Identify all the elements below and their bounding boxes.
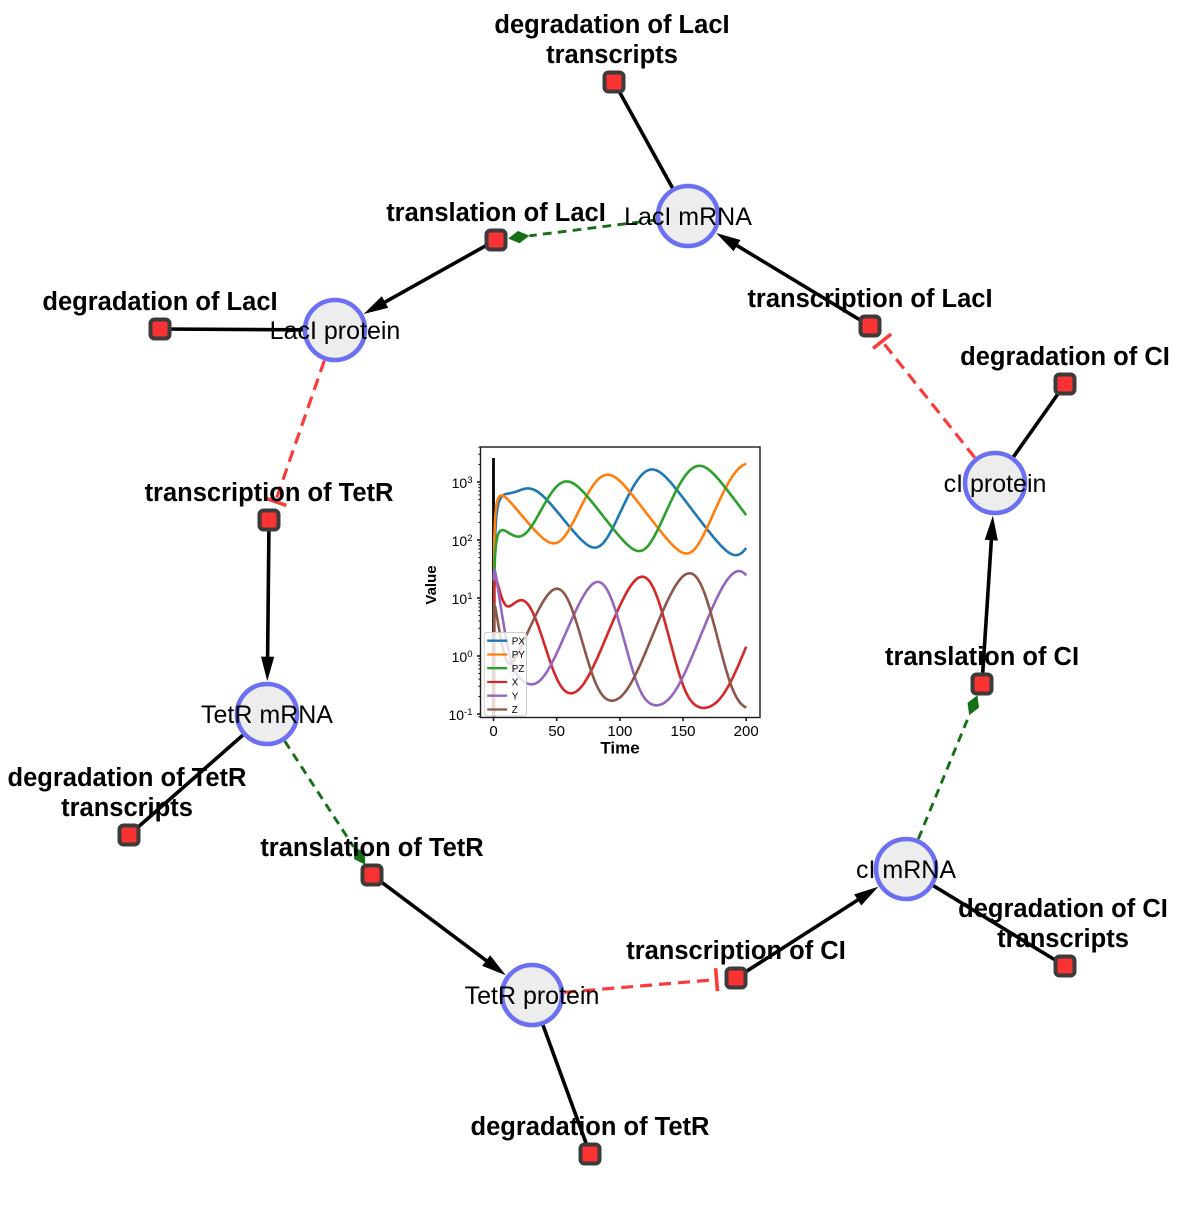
svg-text:X: X	[512, 678, 519, 689]
svg-text:TetR protein: TetR protein	[465, 982, 600, 1010]
svg-text:LacI mRNA: LacI mRNA	[624, 203, 752, 231]
svg-text:transcription of TetR: transcription of TetR	[145, 479, 394, 507]
svg-text:Y: Y	[512, 691, 519, 702]
svg-text:Value: Value	[423, 565, 440, 604]
svg-text:transcription of CI: transcription of CI	[626, 937, 846, 965]
svg-text:PZ: PZ	[512, 664, 525, 675]
svg-text:TetR mRNA: TetR mRNA	[201, 701, 333, 729]
svg-text:degradation of CI: degradation of CI	[960, 343, 1170, 371]
svg-text:100: 100	[607, 723, 632, 740]
svg-text:degradation of LacI: degradation of LacI	[42, 288, 277, 316]
svg-text:Z: Z	[512, 705, 518, 716]
svg-text:translation of LacI: translation of LacI	[386, 199, 606, 227]
svg-text:50: 50	[548, 723, 565, 740]
svg-text:Time: Time	[600, 739, 639, 758]
svg-text:degradation of TetR: degradation of TetR	[471, 1113, 710, 1141]
svg-text:transcription of LacI: transcription of LacI	[747, 285, 992, 313]
svg-text:0: 0	[489, 723, 497, 740]
svg-text:transcripts: transcripts	[546, 41, 678, 69]
svg-text:degradation of CI: degradation of CI	[958, 895, 1168, 923]
svg-text:PX: PX	[512, 636, 526, 647]
svg-text:200: 200	[734, 723, 759, 740]
svg-text:cI protein: cI protein	[944, 470, 1047, 498]
svg-text:PY: PY	[512, 650, 526, 661]
svg-text:degradation of LacI: degradation of LacI	[494, 11, 729, 39]
svg-text:degradation of TetR: degradation of TetR	[8, 764, 247, 792]
svg-text:transcripts: transcripts	[61, 794, 193, 822]
svg-text:transcripts: transcripts	[997, 925, 1129, 953]
svg-text:150: 150	[670, 723, 695, 740]
svg-text:translation of TetR: translation of TetR	[260, 834, 483, 862]
svg-text:cI mRNA: cI mRNA	[856, 856, 956, 884]
svg-text:translation of CI: translation of CI	[885, 643, 1079, 671]
svg-text:LacI protein: LacI protein	[270, 317, 401, 345]
